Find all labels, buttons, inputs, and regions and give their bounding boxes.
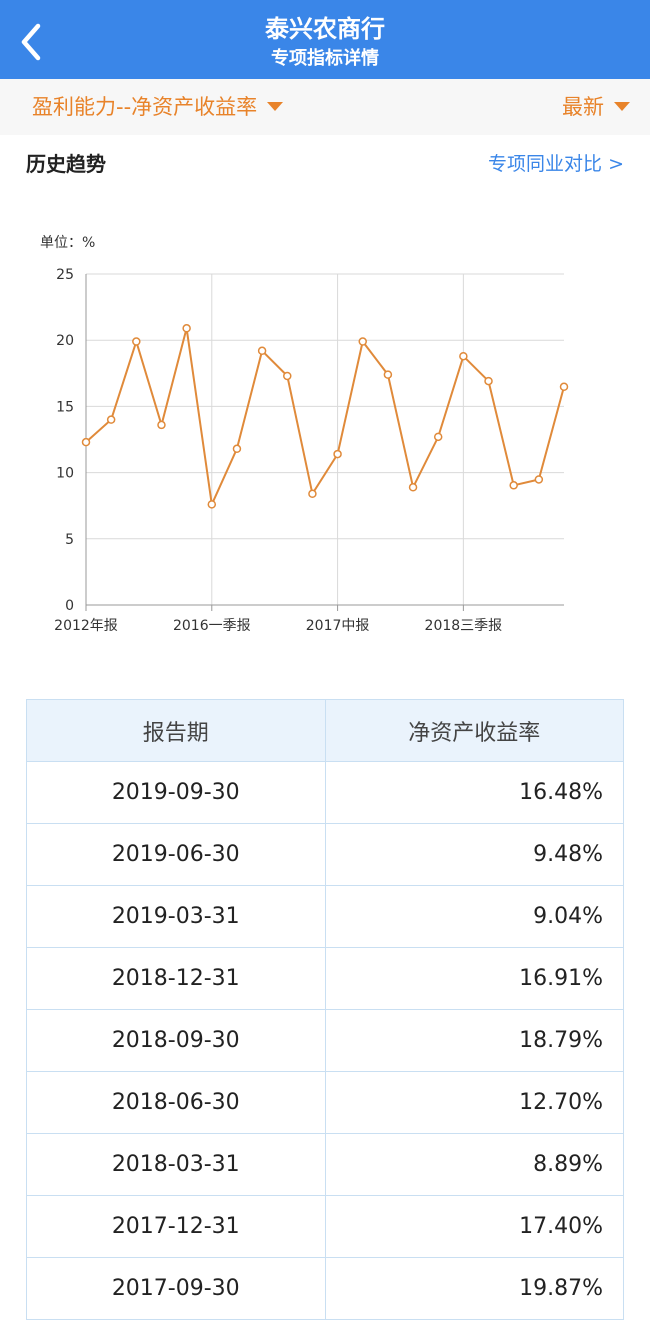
- y-tick-label: 20: [56, 333, 74, 349]
- data-point: [358, 337, 367, 346]
- table-cell-value: 9.04%: [324, 885, 624, 948]
- table-cell-period: 2017-09-30: [26, 1257, 326, 1320]
- peer-compare-link[interactable]: 专项同业对比 >: [488, 153, 624, 175]
- data-point: [559, 382, 569, 392]
- chart-unit-label: 单位：%: [40, 235, 96, 251]
- series-line: [85, 328, 565, 508]
- data-point: [283, 371, 292, 381]
- data-point: [534, 475, 544, 484]
- table-header-value: 净资产收益率: [324, 699, 624, 762]
- table-cell-period: 2017-12-31: [26, 1195, 326, 1258]
- dropdown-triangle-icon: [614, 101, 630, 111]
- data-point: [157, 420, 166, 430]
- y-tick-label: 5: [65, 532, 74, 548]
- table-row: 2019-09-30 16.48%: [26, 761, 624, 824]
- indicator-dropdown[interactable]: 盈利能力--净资产收益率: [32, 92, 284, 122]
- table-row: 2019-06-30 9.48%: [26, 823, 624, 886]
- x-tick-label: 2018三季报: [425, 618, 503, 634]
- dropdown-triangle-icon: [267, 101, 284, 111]
- data-point: [207, 500, 217, 509]
- indicator-label: 盈利能力--净资产收益率: [32, 95, 258, 119]
- table-cell-value: 17.40%: [324, 1195, 624, 1258]
- table-row: 2017-09-30 19.87%: [26, 1257, 624, 1320]
- table-cell-period: 2018-12-31: [26, 947, 326, 1010]
- table-cell-value: 8.89%: [324, 1133, 624, 1196]
- table-cell-value: 18.79%: [324, 1009, 624, 1072]
- table-cell-value: 16.91%: [324, 947, 624, 1010]
- app-header: 泰兴农商行 专项指标详情: [0, 0, 650, 79]
- data-point: [308, 489, 317, 499]
- data-point: [232, 444, 242, 454]
- y-tick-label: 25: [56, 267, 74, 283]
- page-subtitle: 专项指标详情: [271, 48, 379, 69]
- table-cell-period: 2018-09-30: [26, 1009, 326, 1072]
- table-row: 2017-12-31 17.40%: [26, 1195, 624, 1258]
- table-cell-value: 19.87%: [324, 1257, 624, 1320]
- x-tick-label: 2012年报: [54, 618, 118, 634]
- data-point: [383, 370, 393, 379]
- table-row: 2018-03-31 8.89%: [26, 1133, 624, 1196]
- table-cell-value: 9.48%: [324, 823, 624, 886]
- table-row: 2018-09-30 18.79%: [26, 1009, 624, 1072]
- data-point: [408, 483, 418, 492]
- data-point: [257, 346, 267, 356]
- data-point: [484, 376, 493, 386]
- page-title: 泰兴农商行: [265, 15, 385, 43]
- table-cell-value: 12.70%: [324, 1071, 624, 1134]
- filter-bar: 盈利能力--净资产收益率 最新: [0, 79, 650, 135]
- back-arrow-icon[interactable]: [14, 22, 50, 62]
- trend-line-chart: 0 5 10 15 20 25 2012年报 2016一季报 2017中报 2018三季报: [54, 267, 569, 634]
- data-point: [509, 481, 518, 490]
- y-tick-label: 10: [56, 466, 74, 482]
- table-cell-value: 16.48%: [324, 761, 624, 824]
- data-table: 报告期 净资产收益率 2019-09-30 16.48% 2019-06-30 9.…: [26, 699, 624, 1320]
- y-tick-label: 15: [56, 399, 74, 415]
- table-cell-period: 2019-09-30: [26, 761, 326, 824]
- x-tick-label: 2017中报: [306, 618, 370, 634]
- x-tick-label: 2016一季报: [173, 618, 251, 634]
- data-point: [433, 432, 443, 442]
- table-row: 2018-12-31 16.91%: [26, 947, 624, 1010]
- table-cell-period: 2018-06-30: [26, 1071, 326, 1134]
- data-point: [81, 437, 91, 447]
- y-tick-label: 0: [65, 598, 74, 614]
- data-point: [459, 351, 468, 361]
- section-title: 历史趋势: [26, 152, 106, 176]
- data-point: [106, 415, 116, 424]
- data-point: [333, 449, 342, 459]
- table-row: 2019-03-31 9.04%: [26, 885, 624, 948]
- data-point: [132, 337, 141, 346]
- table-header-row: 报告期 净资产收益率: [26, 699, 624, 762]
- period-dropdown[interactable]: 最新: [562, 92, 630, 122]
- table-cell-period: 2019-06-30: [26, 823, 326, 886]
- table-cell-period: 2019-03-31: [26, 885, 326, 948]
- table-header-period: 报告期: [26, 699, 326, 762]
- data-point: [182, 324, 191, 333]
- period-label: 最新: [562, 95, 604, 119]
- table-row: 2018-06-30 12.70%: [26, 1071, 624, 1134]
- table-cell-period: 2018-03-31: [26, 1133, 326, 1196]
